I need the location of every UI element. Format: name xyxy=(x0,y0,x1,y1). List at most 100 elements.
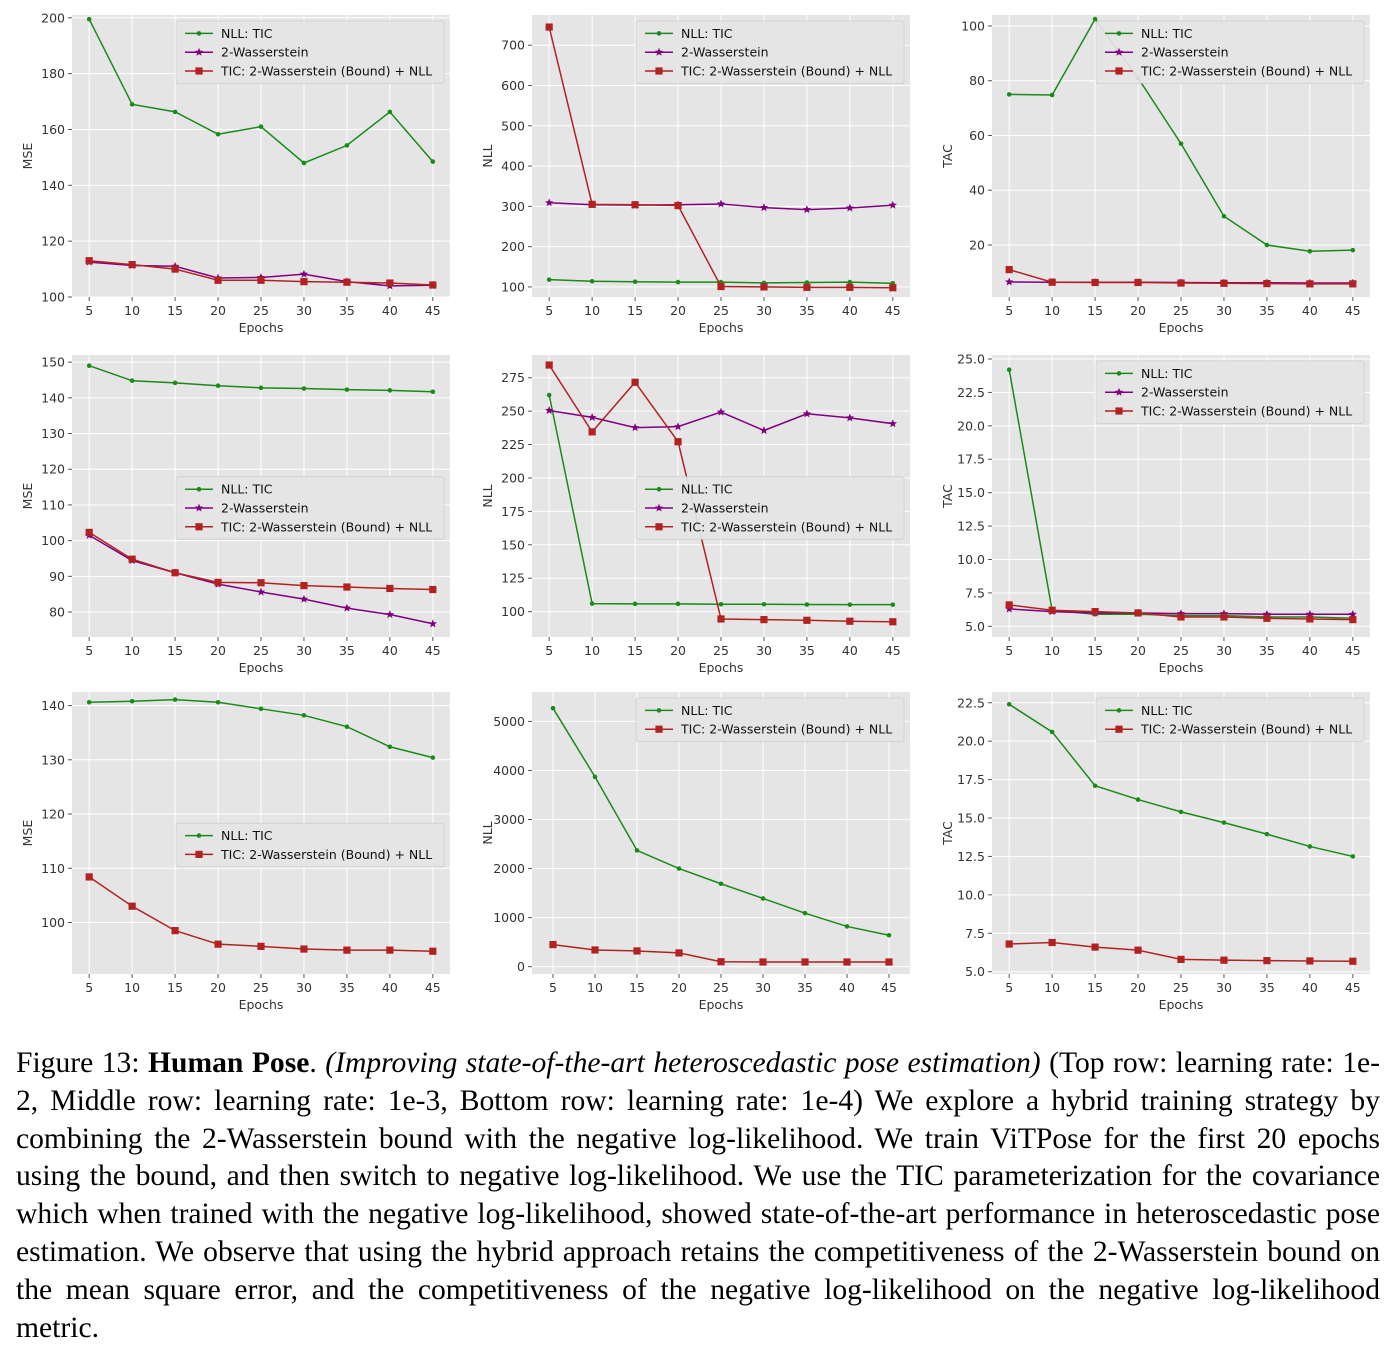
legend-marker xyxy=(656,31,662,36)
data-point xyxy=(673,422,683,431)
x-tick-label: 15 xyxy=(167,980,183,995)
y-tick-label: 200 xyxy=(501,470,525,485)
data-point xyxy=(386,946,394,954)
legend: NLL: TIC 2-Wasserstein TIC: 2-Wasserstein … xyxy=(635,476,905,540)
x-tick-label: 5 xyxy=(1005,980,1013,995)
data-point xyxy=(215,383,221,388)
y-tick-label: 12.5 xyxy=(957,849,985,864)
data-point xyxy=(86,16,92,22)
legend-marker xyxy=(1115,725,1123,733)
x-tick-label: 35 xyxy=(797,980,813,995)
data-point xyxy=(342,603,352,612)
data-point xyxy=(591,946,599,954)
x-axis-label: Epochs xyxy=(699,997,744,1012)
series-square xyxy=(85,528,437,594)
legend-box xyxy=(1095,360,1365,424)
data-point xyxy=(1263,614,1271,622)
data-point xyxy=(674,201,682,210)
y-tick-label: 100 xyxy=(501,279,525,294)
y-axis-label: TAC xyxy=(940,821,955,846)
data-point xyxy=(803,283,811,291)
data-point xyxy=(675,949,683,957)
data-point xyxy=(1135,797,1141,802)
x-tick-label: 30 xyxy=(296,980,312,995)
data-point xyxy=(845,413,855,422)
x-tick-label: 5 xyxy=(85,643,93,658)
y-tick-label: 100 xyxy=(501,604,525,619)
legend-marker xyxy=(655,67,663,75)
data-point xyxy=(386,584,394,593)
data-point xyxy=(716,407,726,416)
legend-marker xyxy=(656,708,662,713)
data-point xyxy=(129,698,135,704)
y-tick-label: 17.5 xyxy=(957,772,985,787)
x-tick-label: 15 xyxy=(627,303,643,318)
legend-box xyxy=(635,697,905,742)
y-tick-label: 100 xyxy=(961,18,985,33)
series-square xyxy=(85,873,437,955)
y-tick-label: 0 xyxy=(517,959,525,974)
data-point xyxy=(1306,615,1314,623)
x-tick-label: 5 xyxy=(545,303,553,318)
legend-marker xyxy=(195,67,203,75)
data-point xyxy=(1006,92,1012,97)
legend-box xyxy=(175,822,445,868)
x-tick-label: 40 xyxy=(382,303,398,318)
y-tick-label: 40 xyxy=(969,183,985,198)
y-tick-label: 200 xyxy=(501,239,525,254)
legend-marker xyxy=(1115,407,1123,415)
chart-svg: 5 10 15 20 25 30 35 40 45 5.0 7.5 10.0 12.5 15.0 17.5 2… xyxy=(940,352,1370,675)
x-tick-label: 35 xyxy=(1259,980,1275,995)
legend-entry: TIC: 2-Wasserstein (Bound) + NLL xyxy=(220,847,432,862)
series-dot xyxy=(1006,701,1356,859)
legend: NLL: TIC 2-Wasserstein TIC: 2-Wasserstein … xyxy=(175,476,445,540)
data-point xyxy=(257,942,265,950)
data-point xyxy=(759,203,769,212)
data-point xyxy=(1305,609,1315,618)
legend-marker xyxy=(655,523,663,531)
x-tick-label: 35 xyxy=(339,303,355,318)
data-point xyxy=(675,601,681,607)
x-tick-label: 45 xyxy=(425,303,441,318)
chart-svg: 5 10 15 20 25 30 35 40 45 100 120 140 160 180 200 Epoch… xyxy=(20,10,450,335)
chart-panel-6: 5 10 15 20 25 30 35 40 45 5.0 7.5 10.0 12.5 15.0 17.5 2… xyxy=(932,350,1382,685)
y-tick-label: 700 xyxy=(501,38,525,53)
legend-marker xyxy=(1114,47,1124,56)
data-point xyxy=(1049,92,1055,98)
legend-entry: TIC: 2-Wasserstein (Bound) + NLL xyxy=(1140,404,1352,419)
data-point xyxy=(760,896,766,901)
y-tick-label: 400 xyxy=(501,159,525,174)
chart-panel-2: 5 10 15 20 25 30 35 40 45 100 200 300 400 500 600 700 Ep… xyxy=(472,10,922,345)
y-tick-label: 120 xyxy=(41,234,65,249)
data-point xyxy=(387,109,393,115)
data-point xyxy=(545,406,554,415)
y-axis-label: NLL xyxy=(480,821,495,844)
legend-entry: 2-Wasserstein xyxy=(681,45,769,60)
legend-marker xyxy=(194,47,204,56)
data-point xyxy=(587,413,597,421)
x-tick-label: 10 xyxy=(584,643,600,658)
data-point xyxy=(301,386,307,391)
legend-box xyxy=(1095,20,1365,84)
y-tick-label: 140 xyxy=(41,698,65,713)
data-point xyxy=(343,583,351,591)
legend-entry: NLL: TIC xyxy=(221,26,273,41)
x-tick-label: 30 xyxy=(755,980,771,995)
y-axis-label: MSE xyxy=(20,143,35,170)
x-axis-label: Epochs xyxy=(1159,997,1204,1012)
data-point xyxy=(301,160,307,166)
data-point xyxy=(172,380,178,386)
data-point xyxy=(674,438,682,446)
series-square xyxy=(545,23,897,292)
data-point xyxy=(632,601,638,607)
y-tick-label: 150 xyxy=(501,537,525,552)
data-point xyxy=(716,199,726,208)
x-tick-label: 10 xyxy=(124,643,140,658)
legend-box xyxy=(635,476,905,540)
y-tick-label: 160 xyxy=(41,122,65,137)
y-tick-label: 3000 xyxy=(493,812,525,827)
x-tick-label: 35 xyxy=(1259,643,1275,658)
x-tick-label: 5 xyxy=(1005,303,1013,318)
data-point xyxy=(846,283,854,291)
x-tick-label: 25 xyxy=(1173,303,1189,318)
